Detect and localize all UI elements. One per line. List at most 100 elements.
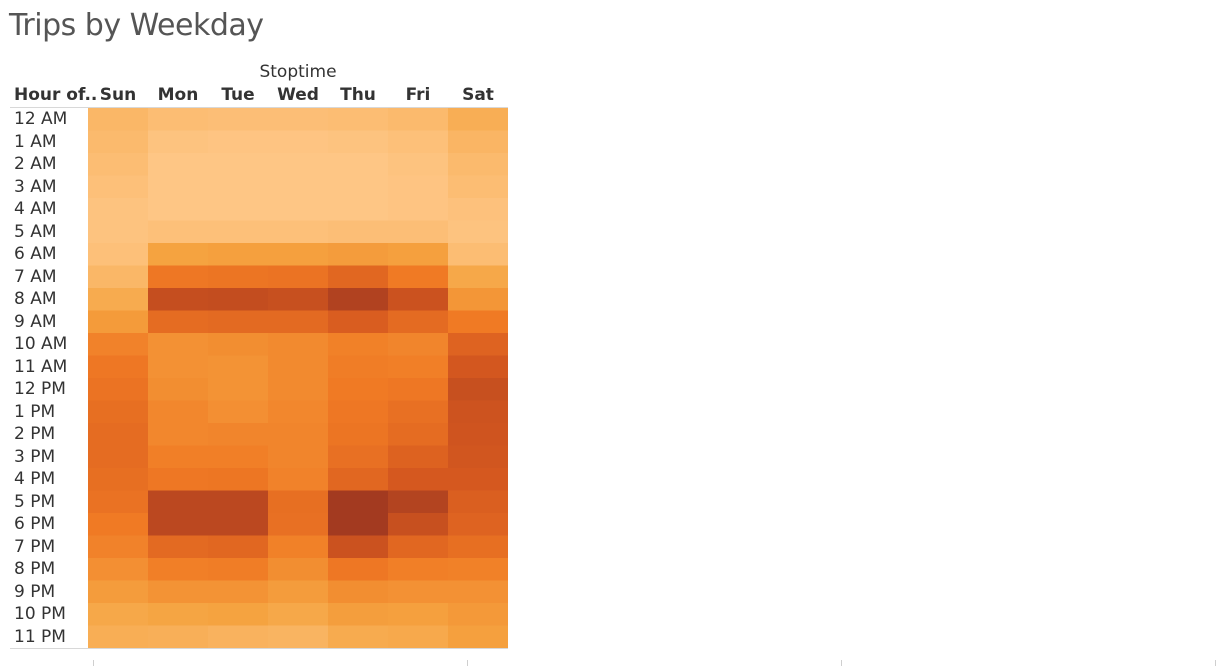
heatmap-cell[interactable] <box>388 445 449 469</box>
heatmap-cell[interactable] <box>388 580 449 604</box>
heatmap-cell[interactable] <box>208 558 269 581</box>
heatmap-cell[interactable] <box>88 198 149 221</box>
heatmap-cell[interactable] <box>208 288 269 311</box>
heatmap-cell[interactable] <box>328 108 389 131</box>
heatmap-cell[interactable] <box>328 378 389 401</box>
heatmap-cell[interactable] <box>448 400 508 424</box>
heatmap-cell[interactable] <box>208 310 269 334</box>
heatmap-cell[interactable] <box>148 355 209 379</box>
heatmap-cell[interactable] <box>208 378 269 401</box>
heatmap-cell[interactable] <box>88 310 149 334</box>
heatmap-cell[interactable] <box>268 220 329 244</box>
heatmap-cell[interactable] <box>448 445 508 469</box>
heatmap-cell[interactable] <box>208 130 269 154</box>
heatmap-cell[interactable] <box>208 108 269 131</box>
heatmap-cell[interactable] <box>328 198 389 221</box>
heatmap-cell[interactable] <box>148 333 209 356</box>
heatmap-cell[interactable] <box>88 445 149 469</box>
heatmap-cell[interactable] <box>88 153 149 176</box>
heatmap-cell[interactable] <box>148 198 209 221</box>
heatmap-cell[interactable] <box>328 243 389 266</box>
heatmap-cell[interactable] <box>448 513 508 536</box>
heatmap-cell[interactable] <box>268 625 329 649</box>
heatmap-cell[interactable] <box>208 355 269 379</box>
heatmap-cell[interactable] <box>208 175 269 199</box>
heatmap-cell[interactable] <box>388 513 449 536</box>
heatmap-cell[interactable] <box>388 243 449 266</box>
heatmap-cell[interactable] <box>88 558 149 581</box>
heatmap-cell[interactable] <box>388 490 449 514</box>
heatmap-cell[interactable] <box>268 130 329 154</box>
heatmap-cell[interactable] <box>268 490 329 514</box>
heatmap-cell[interactable] <box>328 400 389 424</box>
heatmap-cell[interactable] <box>328 130 389 154</box>
heatmap-cell[interactable] <box>148 400 209 424</box>
heatmap-cell[interactable] <box>148 310 209 334</box>
heatmap-cell[interactable] <box>388 198 449 221</box>
heatmap-cell[interactable] <box>268 580 329 604</box>
heatmap-cell[interactable] <box>448 580 508 604</box>
heatmap-cell[interactable] <box>328 535 389 559</box>
heatmap-cell[interactable] <box>328 490 389 514</box>
heatmap-cell[interactable] <box>328 625 389 649</box>
heatmap-cell[interactable] <box>88 220 149 244</box>
heatmap-cell[interactable] <box>148 423 209 446</box>
heatmap-cell[interactable] <box>268 423 329 446</box>
heatmap-cell[interactable] <box>388 130 449 154</box>
heatmap-cell[interactable] <box>208 580 269 604</box>
heatmap-cell[interactable] <box>148 130 209 154</box>
heatmap-cell[interactable] <box>448 310 508 334</box>
heatmap-cell[interactable] <box>88 333 149 356</box>
heatmap-cell[interactable] <box>148 175 209 199</box>
heatmap-cell[interactable] <box>268 355 329 379</box>
heatmap-cell[interactable] <box>448 153 508 176</box>
heatmap-cell[interactable] <box>388 423 449 446</box>
heatmap-cell[interactable] <box>388 153 449 176</box>
heatmap-cell[interactable] <box>268 333 329 356</box>
heatmap-cell[interactable] <box>208 400 269 424</box>
heatmap-cell[interactable] <box>88 108 149 131</box>
heatmap-cell[interactable] <box>148 108 209 131</box>
heatmap-cell[interactable] <box>448 535 508 559</box>
heatmap-cell[interactable] <box>208 243 269 266</box>
heatmap-cell[interactable] <box>208 513 269 536</box>
heatmap-cell[interactable] <box>328 558 389 581</box>
heatmap-cell[interactable] <box>388 288 449 311</box>
heatmap-cell[interactable] <box>328 310 389 334</box>
heatmap-cell[interactable] <box>448 625 508 649</box>
heatmap-cell[interactable] <box>388 625 449 649</box>
heatmap-cell[interactable] <box>88 603 149 626</box>
heatmap-cell[interactable] <box>268 603 329 626</box>
heatmap-cell[interactable] <box>268 378 329 401</box>
heatmap-cell[interactable] <box>88 243 149 266</box>
heatmap-cell[interactable] <box>268 153 329 176</box>
heatmap-cell[interactable] <box>88 468 149 491</box>
heatmap-cell[interactable] <box>88 378 149 401</box>
heatmap-cell[interactable] <box>448 130 508 154</box>
heatmap-cell[interactable] <box>328 153 389 176</box>
heatmap-cell[interactable] <box>268 265 329 289</box>
heatmap-cell[interactable] <box>208 535 269 559</box>
heatmap-cell[interactable] <box>208 153 269 176</box>
heatmap-cell[interactable] <box>208 198 269 221</box>
heatmap-cell[interactable] <box>448 378 508 401</box>
heatmap-cell[interactable] <box>388 220 449 244</box>
heatmap-cell[interactable] <box>448 288 508 311</box>
heatmap-cell[interactable] <box>388 333 449 356</box>
heatmap-cell[interactable] <box>448 198 508 221</box>
heatmap-cell[interactable] <box>88 513 149 536</box>
heatmap-cell[interactable] <box>88 490 149 514</box>
heatmap-cell[interactable] <box>268 513 329 536</box>
heatmap-cell[interactable] <box>88 265 149 289</box>
heatmap-cell[interactable] <box>88 423 149 446</box>
heatmap-cell[interactable] <box>268 400 329 424</box>
heatmap-cell[interactable] <box>268 535 329 559</box>
heatmap-cell[interactable] <box>208 445 269 469</box>
heatmap-cell[interactable] <box>448 265 508 289</box>
heatmap-cell[interactable] <box>448 243 508 266</box>
heatmap-cell[interactable] <box>88 288 149 311</box>
heatmap-cell[interactable] <box>208 423 269 446</box>
heatmap-cell[interactable] <box>268 175 329 199</box>
heatmap-cell[interactable] <box>208 265 269 289</box>
heatmap-cell[interactable] <box>88 400 149 424</box>
